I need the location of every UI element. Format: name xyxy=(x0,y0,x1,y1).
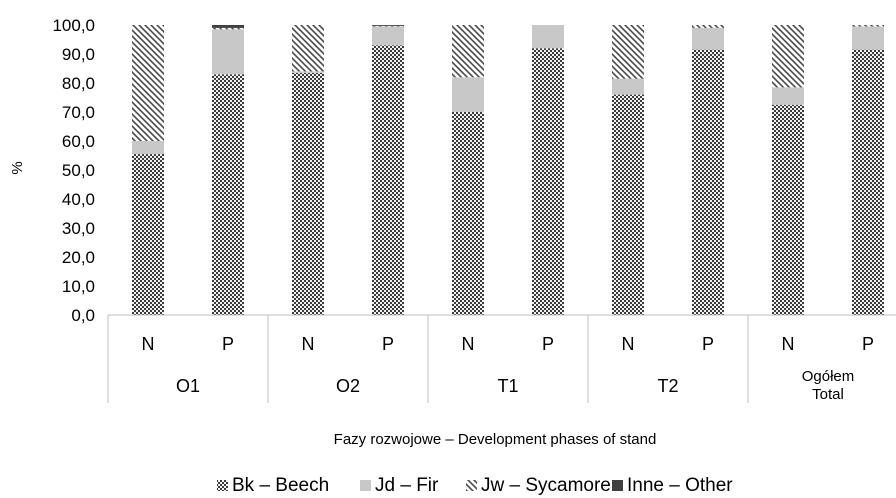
bar-segment xyxy=(612,25,644,79)
bar-segment xyxy=(852,25,884,27)
group-label: T1 xyxy=(497,376,518,396)
group-label: T2 xyxy=(657,376,678,396)
category-label: N xyxy=(622,334,635,354)
category-label: N xyxy=(142,334,155,354)
bar-segment xyxy=(692,25,724,28)
category-label: N xyxy=(462,334,475,354)
y-tick-label: 100,0 xyxy=(52,16,95,35)
y-tick-label: 10,0 xyxy=(62,277,95,296)
bar-segment xyxy=(772,104,804,315)
group-label-secondary: Total xyxy=(812,386,844,403)
category-label: P xyxy=(222,334,234,354)
bar-segment xyxy=(452,112,484,315)
bar-segment xyxy=(852,49,884,316)
category-label: P xyxy=(862,334,874,354)
group-label: O1 xyxy=(176,376,200,396)
bar-segment xyxy=(772,25,804,88)
y-axis-ticks: 0,0 10,0 20,0 30,0 40,0 50,0 60,0 70,0 80,0 90,0 1… xyxy=(52,16,95,325)
legend-label: Jd – Fir xyxy=(375,475,439,496)
bar-segment xyxy=(372,45,404,316)
bar-segment xyxy=(532,25,564,49)
y-tick-label: 80,0 xyxy=(62,74,95,93)
legend-label: Bk – Beech xyxy=(232,475,329,496)
bars xyxy=(132,25,884,316)
category-label: P xyxy=(702,334,714,354)
y-tick-label: 40,0 xyxy=(62,190,95,209)
category-label: N xyxy=(302,334,315,354)
legend-swatch xyxy=(360,480,371,491)
bar-segment xyxy=(772,87,804,105)
y-axis-title: % xyxy=(9,161,26,174)
bar-segment xyxy=(612,78,644,95)
bar-segment xyxy=(292,25,324,72)
y-tick-label: 30,0 xyxy=(62,219,95,238)
category-label: N xyxy=(782,334,795,354)
legend-swatch xyxy=(466,480,477,491)
bar-segment xyxy=(372,25,404,27)
legend-label: Jw – Sycamore xyxy=(481,475,611,496)
legend-swatch xyxy=(612,480,623,491)
bar-segment xyxy=(372,26,404,46)
bar-segment xyxy=(212,74,244,315)
bar-segment xyxy=(292,72,324,315)
bar-segment xyxy=(292,71,324,73)
category-label: P xyxy=(382,334,394,354)
bar-segment xyxy=(132,154,164,315)
bar-segment xyxy=(852,26,884,50)
y-tick-label: 90,0 xyxy=(62,45,95,64)
y-tick-label: 0,0 xyxy=(71,306,95,325)
y-tick-label: 60,0 xyxy=(62,132,95,151)
bar-segment xyxy=(132,25,164,141)
group-label: O2 xyxy=(336,376,360,396)
bar-segment xyxy=(612,94,644,315)
bar-segment xyxy=(132,141,164,155)
legend-swatch xyxy=(217,480,228,491)
legend: Bk – Beech Jd – Fir Jw – Sycamore Inne – Ot… xyxy=(217,475,733,496)
y-tick-label: 70,0 xyxy=(62,103,95,122)
bar-segment xyxy=(452,77,484,112)
bar-segment xyxy=(692,27,724,50)
y-tick-label: 20,0 xyxy=(62,248,95,267)
bar-segment xyxy=(212,27,244,30)
bar-segment xyxy=(212,29,244,75)
bar-segment xyxy=(692,49,724,316)
group-label: Ogółem xyxy=(802,368,855,385)
x-axis-title: Fazy rozwojowe – Development phases of s… xyxy=(334,431,657,448)
bar-segment xyxy=(372,25,404,26)
bar-segment xyxy=(452,25,484,78)
category-label: P xyxy=(542,334,554,354)
bar-segment xyxy=(532,48,564,315)
legend-label: Inne – Other xyxy=(627,475,733,496)
y-tick-label: 50,0 xyxy=(62,161,95,180)
bar-segment xyxy=(212,25,244,28)
